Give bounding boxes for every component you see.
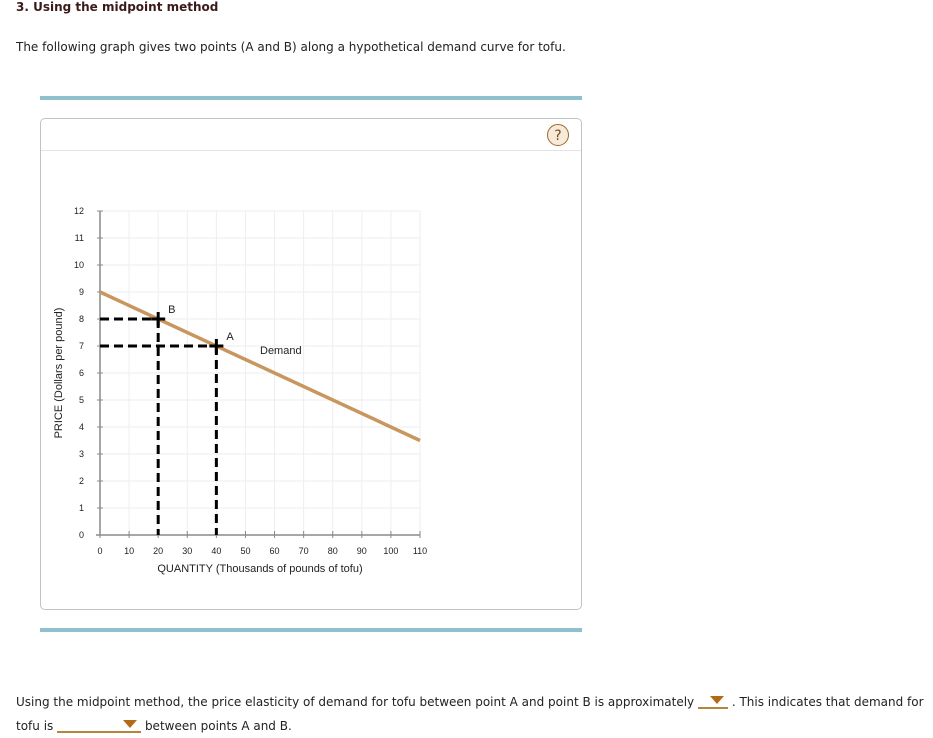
- x-tick-label: 60: [270, 546, 280, 556]
- point-b-label: B: [168, 304, 175, 316]
- help-icon[interactable]: ?: [547, 124, 569, 146]
- y-tick-label: 9: [79, 287, 84, 297]
- y-tick-label: 10: [74, 260, 84, 270]
- x-tick-label: 0: [97, 546, 102, 556]
- question-text-1b: . This indicates that demand for: [731, 695, 924, 709]
- x-tick-label: 50: [240, 546, 250, 556]
- y-tick-label: 7: [79, 341, 84, 351]
- y-tick-label: 0: [79, 530, 84, 540]
- y-axis-label: PRICE (Dollars per pound): [53, 308, 65, 439]
- x-tick-label: 20: [153, 546, 163, 556]
- elasticity-dropdown[interactable]: [697, 693, 728, 709]
- chart-axes: [96, 210, 421, 538]
- y-tick-label: 11: [75, 233, 84, 243]
- y-tick-label: 8: [79, 314, 84, 324]
- bottom-divider: [40, 628, 582, 632]
- chart-grid: [100, 210, 421, 535]
- graph-panel: ?: [40, 118, 582, 610]
- dropdown-arrow-icon: [123, 720, 138, 728]
- x-tick-label: 110: [413, 546, 427, 556]
- demand-points[interactable]: [151, 312, 224, 353]
- dashed-guides: [100, 317, 218, 535]
- x-tick-label: 90: [357, 546, 367, 556]
- demand-curve-label: Demand: [260, 345, 302, 357]
- question-text-2a: tofu is: [16, 719, 54, 733]
- x-tick-label: 100: [383, 546, 398, 556]
- question-line-1: Using the midpoint method, the price ela…: [16, 693, 924, 709]
- demand-type-dropdown[interactable]: [57, 717, 142, 733]
- question-intro: The following graph gives two points (A …: [16, 40, 566, 54]
- y-tick-label: 5: [79, 395, 84, 405]
- dropdown-arrow-icon: [709, 696, 724, 704]
- point-a-marker[interactable]: [209, 339, 224, 353]
- x-tick-label: 70: [299, 546, 309, 556]
- y-tick-label: 2: [79, 476, 84, 486]
- question-text-1a: Using the midpoint method, the price ela…: [16, 695, 695, 709]
- y-tick-label: 3: [79, 449, 84, 459]
- top-divider: [40, 96, 582, 100]
- x-tick-label: 10: [124, 546, 134, 556]
- x-tick-label: 80: [328, 546, 338, 556]
- question-line-2: tofu is between points A and B.: [16, 717, 292, 733]
- y-tick-label: 6: [79, 368, 84, 378]
- y-tick-label: 12: [74, 206, 84, 216]
- point-b-marker[interactable]: [151, 312, 166, 326]
- panel-header-divider: [41, 150, 581, 151]
- question-text-2b: between points A and B.: [144, 719, 292, 733]
- point-a-label: A: [226, 331, 234, 343]
- x-tick-label: 30: [182, 546, 192, 556]
- y-tick-label: 1: [79, 503, 84, 513]
- demand-curve: [99, 290, 421, 443]
- x-axis-label: QUANTITY (Thousands of pounds of tofu): [157, 563, 362, 575]
- question-title: 3. Using the midpoint method: [16, 0, 219, 14]
- x-tick-label: 40: [211, 546, 221, 556]
- y-tick-label: 4: [79, 422, 84, 432]
